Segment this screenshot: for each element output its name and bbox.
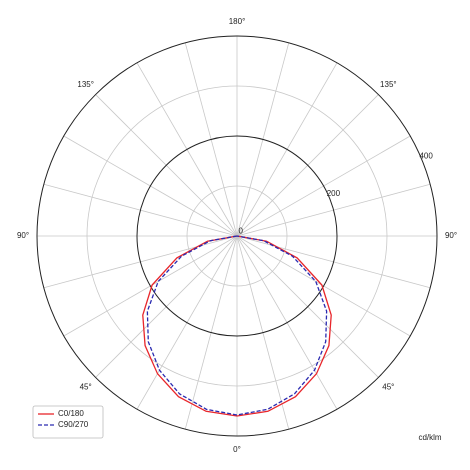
angle-tick-label: 45° <box>80 382 92 391</box>
angle-tick-label: 180° <box>229 17 246 26</box>
r-tick-label: 200 <box>327 189 341 198</box>
unit-label: cd/klm <box>418 433 441 442</box>
angle-tick-label: 90° <box>17 231 29 240</box>
angle-tick-label: 0° <box>233 445 241 454</box>
angle-tick-label: 135° <box>77 80 94 89</box>
grid-circle <box>136 135 338 337</box>
legend-label: C90/270 <box>58 420 89 429</box>
minor-grid-circle <box>186 185 288 287</box>
r-tick-label: 400 <box>419 152 433 161</box>
grid-circle <box>36 35 438 437</box>
series-line <box>146 235 328 416</box>
angle-tick-label: 45° <box>382 382 394 391</box>
angle-tick-label: 135° <box>380 80 397 89</box>
series-line <box>142 235 332 417</box>
legend-label: C0/180 <box>58 409 84 418</box>
legend: C0/180 C90/270 <box>32 405 104 439</box>
angle-tick-label: 90° <box>445 231 457 240</box>
minor-grid-circle <box>86 85 388 387</box>
r-tick-label: 0 <box>238 227 243 236</box>
